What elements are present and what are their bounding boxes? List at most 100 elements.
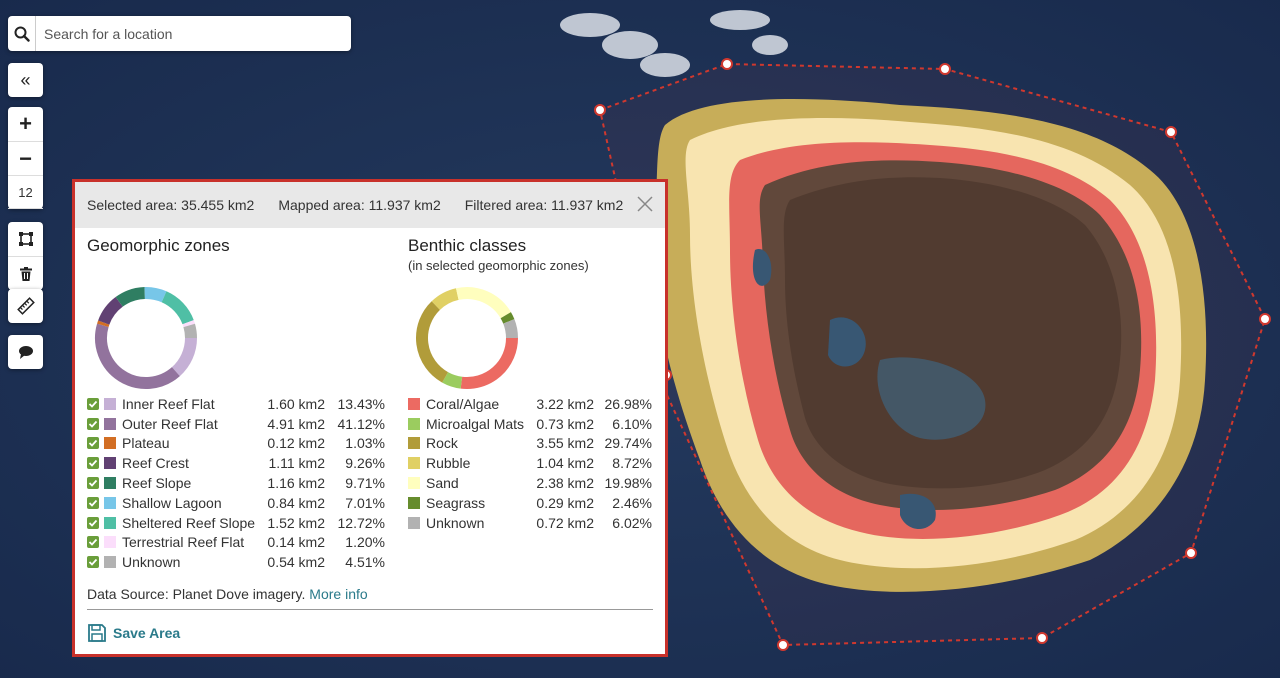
data-source-text: Data Source: Planet Dove imagery. xyxy=(87,586,306,602)
legend-row[interactable]: Shallow Lagoon 0.84 km2 7.01% xyxy=(87,493,385,513)
comment-control xyxy=(8,335,43,369)
legend-row: Microalgal Mats 0.73 km2 6.10% xyxy=(408,414,652,434)
legend-area: 0.54 km2 xyxy=(267,554,325,571)
legend-percent: 6.10% xyxy=(612,415,652,432)
legend-name: Microalgal Mats xyxy=(426,415,525,432)
donut-slice xyxy=(500,312,515,324)
geomorphic-donut-chart xyxy=(95,287,197,389)
legend-row: Sand 2.38 km2 19.98% xyxy=(408,473,652,493)
legend-row[interactable]: Plateau 0.12 km2 1.03% xyxy=(87,434,385,454)
legend-row[interactable]: Inner Reef Flat 1.60 km2 13.43% xyxy=(87,394,385,414)
legend-area: 0.29 km2 xyxy=(536,494,594,511)
benthic-legend: Coral/Algae 3.22 km2 26.98% Microalgal Mats… xyxy=(408,394,652,533)
collapse-button[interactable]: « xyxy=(20,69,31,90)
legend-checkbox[interactable] xyxy=(87,516,99,529)
donut-slice xyxy=(144,287,167,303)
search-input[interactable] xyxy=(36,17,351,50)
legend-checkbox[interactable] xyxy=(87,556,99,569)
polygon-vertex[interactable] xyxy=(1259,313,1271,325)
legend-row[interactable]: Terrestrial Reef Flat 0.14 km2 1.20% xyxy=(87,533,385,553)
zoom-out-button[interactable]: − xyxy=(8,141,43,175)
delete-button[interactable] xyxy=(8,256,43,290)
legend-name: Rock xyxy=(426,435,458,452)
legend-row[interactable]: Outer Reef Flat 4.91 km2 41.12% xyxy=(87,414,385,434)
polygon-vertex[interactable] xyxy=(1165,126,1177,138)
geomorphic-legend: Inner Reef Flat 1.60 km2 13.43% Outer Reef … xyxy=(87,394,385,572)
legend-percent: 8.72% xyxy=(612,455,652,472)
polygon-vertex[interactable] xyxy=(1036,632,1048,644)
legend-name: Unknown xyxy=(426,514,485,531)
zoom-in-button[interactable]: + xyxy=(19,111,32,136)
panel-header: Selected area: 35.455 km2 Mapped area: 1… xyxy=(75,182,665,228)
donut-slice xyxy=(460,337,518,389)
legend-row[interactable]: Reef Slope 1.16 km2 9.71% xyxy=(87,473,385,493)
legend-name: Rubble xyxy=(426,455,471,472)
legend-row[interactable]: Reef Crest 1.11 km2 9.26% xyxy=(87,453,385,473)
close-icon[interactable] xyxy=(635,194,655,214)
legend-area: 1.60 km2 xyxy=(267,395,325,412)
measure-control xyxy=(8,289,43,323)
legend-percent: 7.01% xyxy=(345,494,385,511)
zoom-level: 12 xyxy=(8,175,43,209)
legend-name: Sand xyxy=(426,475,459,492)
benthic-section: Benthic classes (in selected geomorphic … xyxy=(408,228,658,531)
legend-name: Coral/Algae xyxy=(426,395,500,412)
save-icon xyxy=(88,624,106,642)
legend-row[interactable]: Sheltered Reef Slope 1.52 km2 12.72% xyxy=(87,513,385,533)
draw-polygon-button[interactable] xyxy=(8,222,43,256)
legend-swatch xyxy=(104,457,116,470)
mapped-area: Mapped area: 11.937 km2 xyxy=(278,197,441,213)
legend-area: 0.84 km2 xyxy=(267,494,325,511)
legend-area: 0.72 km2 xyxy=(536,514,594,531)
legend-checkbox[interactable] xyxy=(87,437,99,450)
legend-area: 0.14 km2 xyxy=(267,534,325,551)
comment-icon xyxy=(18,346,33,359)
legend-area: 1.04 km2 xyxy=(536,455,594,472)
polygon-vertex[interactable] xyxy=(777,639,789,651)
donut-slice xyxy=(456,287,511,319)
legend-name: Terrestrial Reef Flat xyxy=(122,534,245,551)
legend-name: Plateau xyxy=(122,435,170,452)
trash-icon xyxy=(19,266,32,281)
donut-slice xyxy=(416,301,449,383)
draw-toolbar xyxy=(8,222,43,290)
legend-area: 1.16 km2 xyxy=(267,475,325,492)
legend-percent: 12.72% xyxy=(337,514,385,531)
legend-swatch xyxy=(104,477,116,490)
legend-swatch xyxy=(408,457,420,470)
legend-name: Unknown xyxy=(122,554,181,571)
legend-name: Sheltered Reef Slope xyxy=(122,514,256,531)
legend-checkbox[interactable] xyxy=(87,536,99,549)
legend-percent: 6.02% xyxy=(612,514,652,531)
legend-checkbox[interactable] xyxy=(87,397,99,410)
search-bar xyxy=(8,16,351,51)
donut-slice xyxy=(161,291,194,325)
polygon-vertex[interactable] xyxy=(1185,547,1197,559)
legend-checkbox[interactable] xyxy=(87,457,99,470)
legend-row[interactable]: Unknown 0.54 km2 4.51% xyxy=(87,552,385,572)
legend-percent: 1.03% xyxy=(345,435,385,452)
benthic-donut-chart xyxy=(416,287,518,389)
legend-checkbox[interactable] xyxy=(87,417,99,430)
polygon-vertex[interactable] xyxy=(594,104,606,116)
comment-button[interactable] xyxy=(8,335,43,369)
save-area-button[interactable]: Save Area xyxy=(87,623,180,643)
search-button[interactable] xyxy=(8,16,36,51)
legend-percent: 41.12% xyxy=(337,415,385,432)
legend-checkbox[interactable] xyxy=(87,496,99,509)
polygon-vertex[interactable] xyxy=(939,63,951,75)
selection-polygon[interactable] xyxy=(594,58,1271,651)
legend-checkbox[interactable] xyxy=(87,477,99,490)
legend-swatch xyxy=(104,536,116,549)
legend-percent: 19.98% xyxy=(604,475,652,492)
legend-area: 3.22 km2 xyxy=(536,395,594,412)
polygon-vertex[interactable] xyxy=(721,58,733,70)
legend-area: 2.38 km2 xyxy=(536,475,594,492)
more-info-link[interactable]: More info xyxy=(309,586,368,602)
legend-area: 3.55 km2 xyxy=(536,435,594,452)
measure-button[interactable] xyxy=(8,289,43,323)
legend-swatch xyxy=(408,516,420,529)
legend-row: Seagrass 0.29 km2 2.46% xyxy=(408,493,652,513)
legend-area: 1.11 km2 xyxy=(268,455,325,472)
